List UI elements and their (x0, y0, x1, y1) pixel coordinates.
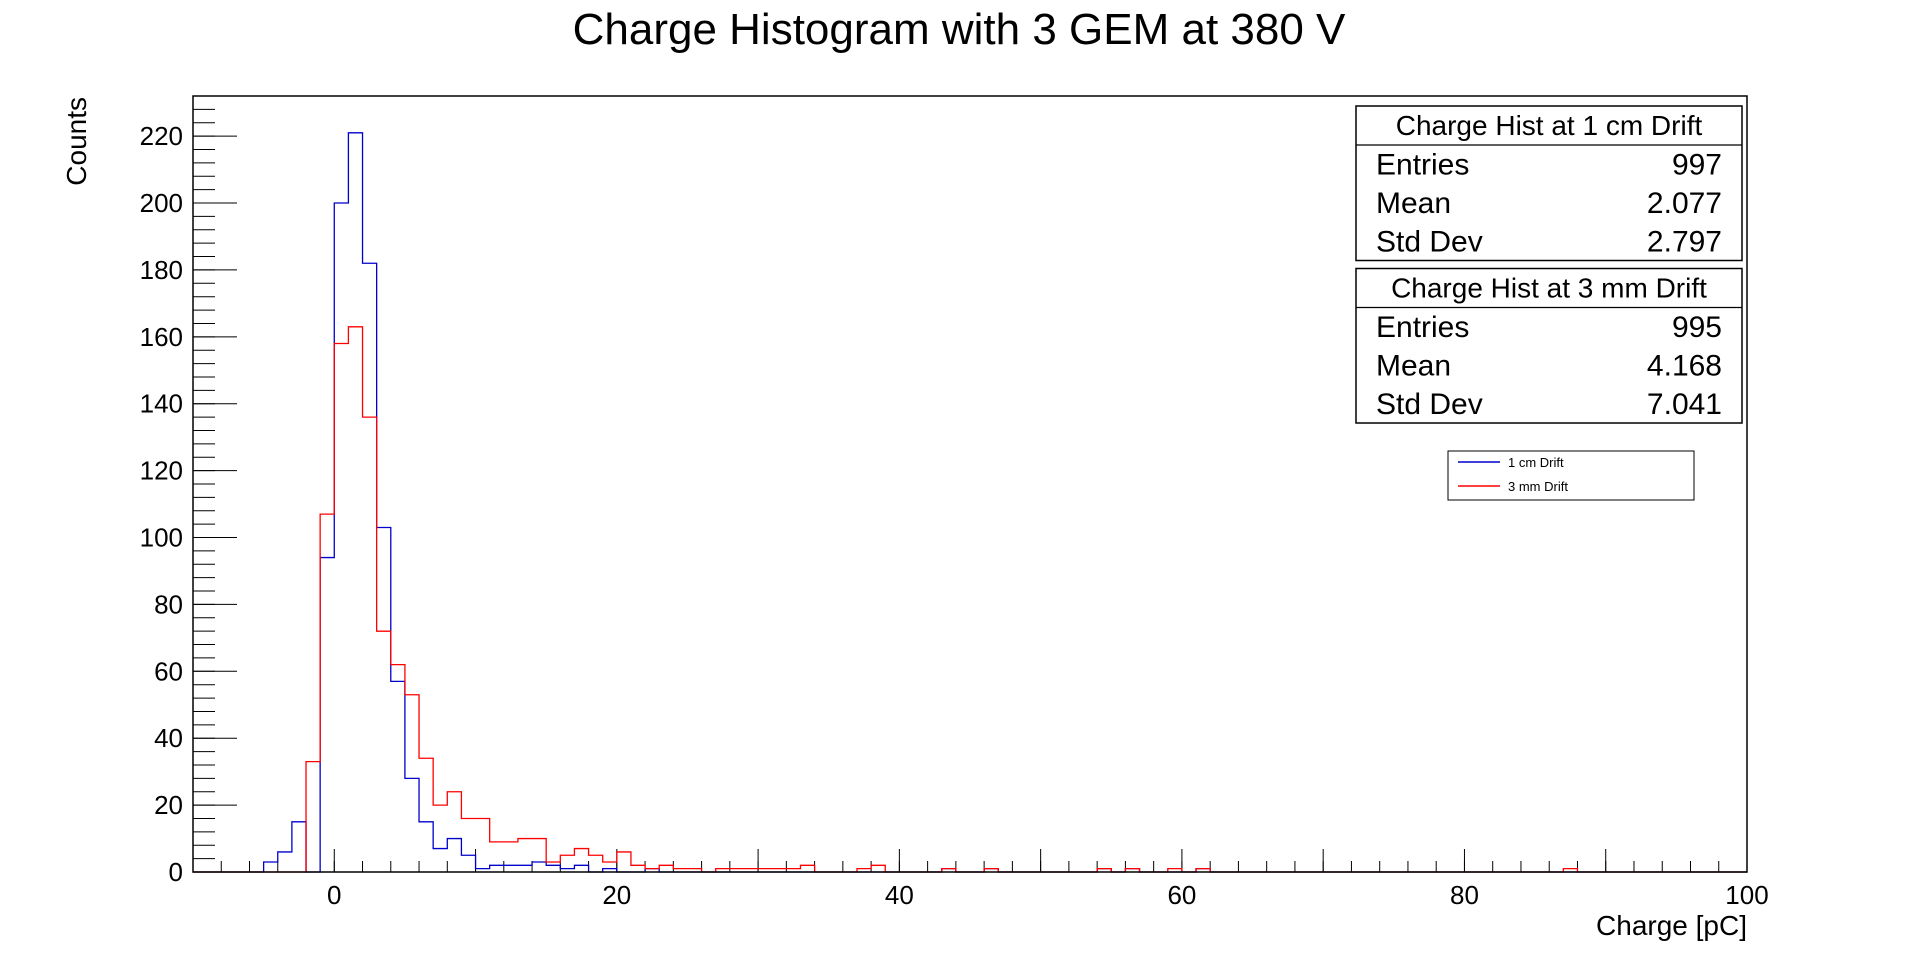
x-tick-label: 40 (885, 880, 914, 910)
plot-frame (192, 95, 1748, 873)
stats-box-title: Charge Hist at 3 mm Drift (1391, 273, 1707, 304)
stats-row-label: Entries (1376, 311, 1469, 344)
y-tick-label: 100 (140, 523, 183, 553)
stats-row-label: Entries (1376, 149, 1469, 182)
stats-box-title: Charge Hist at 1 cm Drift (1396, 110, 1703, 141)
legend-box (1447, 450, 1695, 501)
x-tick-label: 80 (1450, 880, 1479, 910)
y-tick-label: 60 (154, 656, 183, 686)
stats-row-value: 4.168 (1647, 350, 1722, 383)
x-axis-label: Charge [pC] (1596, 910, 1747, 941)
y-tick-label: 220 (140, 121, 183, 151)
legend-label: 3 mm Drift (1508, 479, 1568, 494)
chart-title: Charge Histogram with 3 GEM at 380 V (573, 5, 1346, 54)
stats-row-value: 2.077 (1647, 187, 1722, 220)
y-tick-label: 200 (140, 188, 183, 218)
stats-row-value: 2.797 (1647, 226, 1722, 259)
axis-ticks: 0 20 40 60 80 100 0 20 40 60 80 100 120 140 160 180 200 2… (140, 95, 1769, 910)
legend: 1 cm Drift 3 mm Drift (1447, 450, 1695, 501)
x-tick-label: 60 (1167, 880, 1196, 910)
stats-row-value: 995 (1672, 311, 1722, 344)
stats-box (1355, 105, 1743, 262)
y-tick-label: 20 (154, 790, 183, 820)
legend-label: 1 cm Drift (1508, 455, 1564, 470)
stats-row-label: Mean (1376, 350, 1451, 383)
stats-row-label: Std Dev (1376, 388, 1483, 421)
stats-row-label: Std Dev (1376, 226, 1483, 259)
x-tick-label: 0 (327, 880, 341, 910)
stats-row-label: Mean (1376, 187, 1451, 220)
y-tick-label: 120 (140, 456, 183, 486)
x-tick-label: 100 (1725, 880, 1768, 910)
stats-box (1355, 267, 1743, 424)
x-tick-label: 20 (602, 880, 631, 910)
y-axis-label: Counts (61, 97, 92, 186)
y-tick-label: 140 (140, 389, 183, 419)
stats-row-value: 7.041 (1647, 388, 1722, 421)
y-tick-label: 160 (140, 322, 183, 352)
y-tick-label: 80 (154, 589, 183, 619)
stats-boxes: Charge Hist at 1 cm Drift Entries 997 Mean 2… (1355, 105, 1743, 424)
y-tick-label: 180 (140, 255, 183, 285)
stats-row-value: 997 (1672, 149, 1722, 182)
y-tick-label: 0 (169, 857, 183, 887)
y-tick-label: 40 (154, 723, 183, 753)
